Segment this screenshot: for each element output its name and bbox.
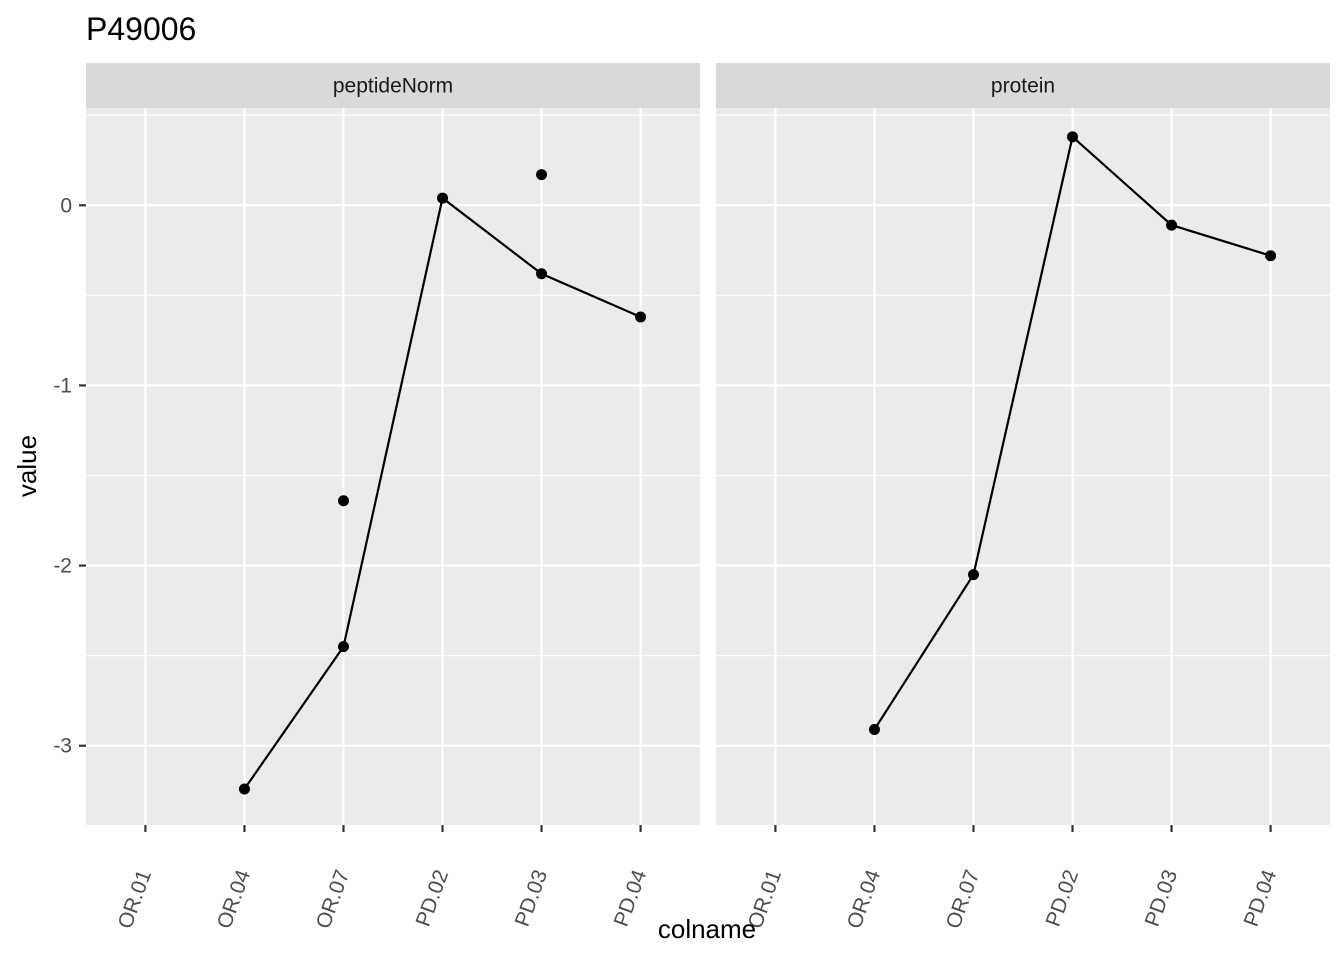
panel-background bbox=[716, 108, 1330, 825]
data-point bbox=[967, 569, 979, 581]
data-point bbox=[238, 783, 250, 795]
x-tick-label: OR.07 bbox=[312, 867, 354, 932]
strip-label: protein bbox=[991, 75, 1055, 98]
data-point bbox=[868, 724, 880, 736]
data-point bbox=[635, 311, 647, 323]
x-tick-label: PD.04 bbox=[610, 867, 652, 930]
y-axis-title: value bbox=[12, 435, 42, 497]
x-tick-label: OR.04 bbox=[843, 867, 885, 932]
data-layer bbox=[868, 131, 1277, 736]
y-tick-label: -2 bbox=[53, 555, 72, 578]
y-tick-label: -3 bbox=[53, 735, 72, 758]
strip-background bbox=[86, 63, 700, 108]
data-point bbox=[1265, 250, 1277, 262]
chart-title: P49006 bbox=[86, 11, 196, 47]
strip-label: peptideNorm bbox=[333, 75, 453, 98]
y-tick-label: 0 bbox=[60, 194, 72, 217]
x-tick-label: PD.02 bbox=[412, 867, 454, 930]
x-axis-title: colname bbox=[658, 914, 756, 944]
x-tick-label: OR.04 bbox=[213, 867, 255, 932]
strip-background bbox=[716, 63, 1330, 108]
data-layer bbox=[238, 169, 647, 795]
x-tick-label: OR.01 bbox=[114, 867, 156, 932]
x-tick-label: PD.03 bbox=[1141, 867, 1183, 930]
data-point bbox=[536, 169, 548, 181]
data-point bbox=[337, 495, 349, 507]
x-tick-label: PD.03 bbox=[511, 867, 553, 930]
data-point bbox=[1166, 219, 1178, 231]
x-tick-label: PD.04 bbox=[1240, 867, 1282, 930]
data-point bbox=[1067, 131, 1079, 143]
x-tick-label: PD.02 bbox=[1042, 867, 1084, 930]
panel-peptidenorm: peptideNorm bbox=[86, 63, 700, 825]
panel-background bbox=[86, 108, 700, 825]
data-point bbox=[437, 192, 449, 204]
y-axis: 0 -1 -2 -3 bbox=[53, 194, 86, 758]
data-point bbox=[337, 641, 349, 653]
x-tick-label: OR.07 bbox=[942, 867, 984, 932]
panel-protein: protein bbox=[716, 63, 1330, 825]
data-point bbox=[536, 268, 548, 280]
grid-lines bbox=[86, 108, 700, 825]
y-tick-label: -1 bbox=[53, 374, 72, 397]
